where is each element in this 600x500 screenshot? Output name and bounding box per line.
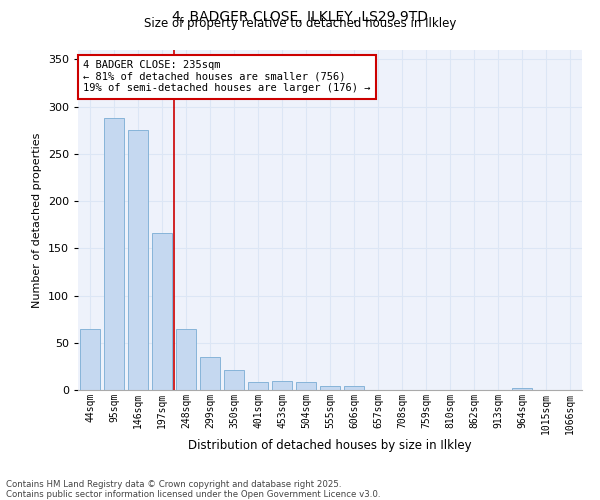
Bar — [296, 382, 316, 390]
X-axis label: Distribution of detached houses by size in Ilkley: Distribution of detached houses by size … — [188, 440, 472, 452]
Bar — [80, 328, 100, 390]
Text: Contains HM Land Registry data © Crown copyright and database right 2025.
Contai: Contains HM Land Registry data © Crown c… — [6, 480, 380, 499]
Text: 4 BADGER CLOSE: 235sqm
← 81% of detached houses are smaller (756)
19% of semi-de: 4 BADGER CLOSE: 235sqm ← 81% of detached… — [83, 60, 371, 94]
Bar — [176, 328, 196, 390]
Bar — [104, 118, 124, 390]
Text: 4, BADGER CLOSE, ILKLEY, LS29 9TD: 4, BADGER CLOSE, ILKLEY, LS29 9TD — [172, 10, 428, 24]
Bar — [272, 380, 292, 390]
Y-axis label: Number of detached properties: Number of detached properties — [32, 132, 42, 308]
Bar — [344, 386, 364, 390]
Bar — [152, 233, 172, 390]
Bar — [248, 382, 268, 390]
Bar — [200, 357, 220, 390]
Bar — [512, 388, 532, 390]
Bar — [320, 386, 340, 390]
Text: Size of property relative to detached houses in Ilkley: Size of property relative to detached ho… — [144, 18, 456, 30]
Bar — [224, 370, 244, 390]
Bar — [128, 130, 148, 390]
